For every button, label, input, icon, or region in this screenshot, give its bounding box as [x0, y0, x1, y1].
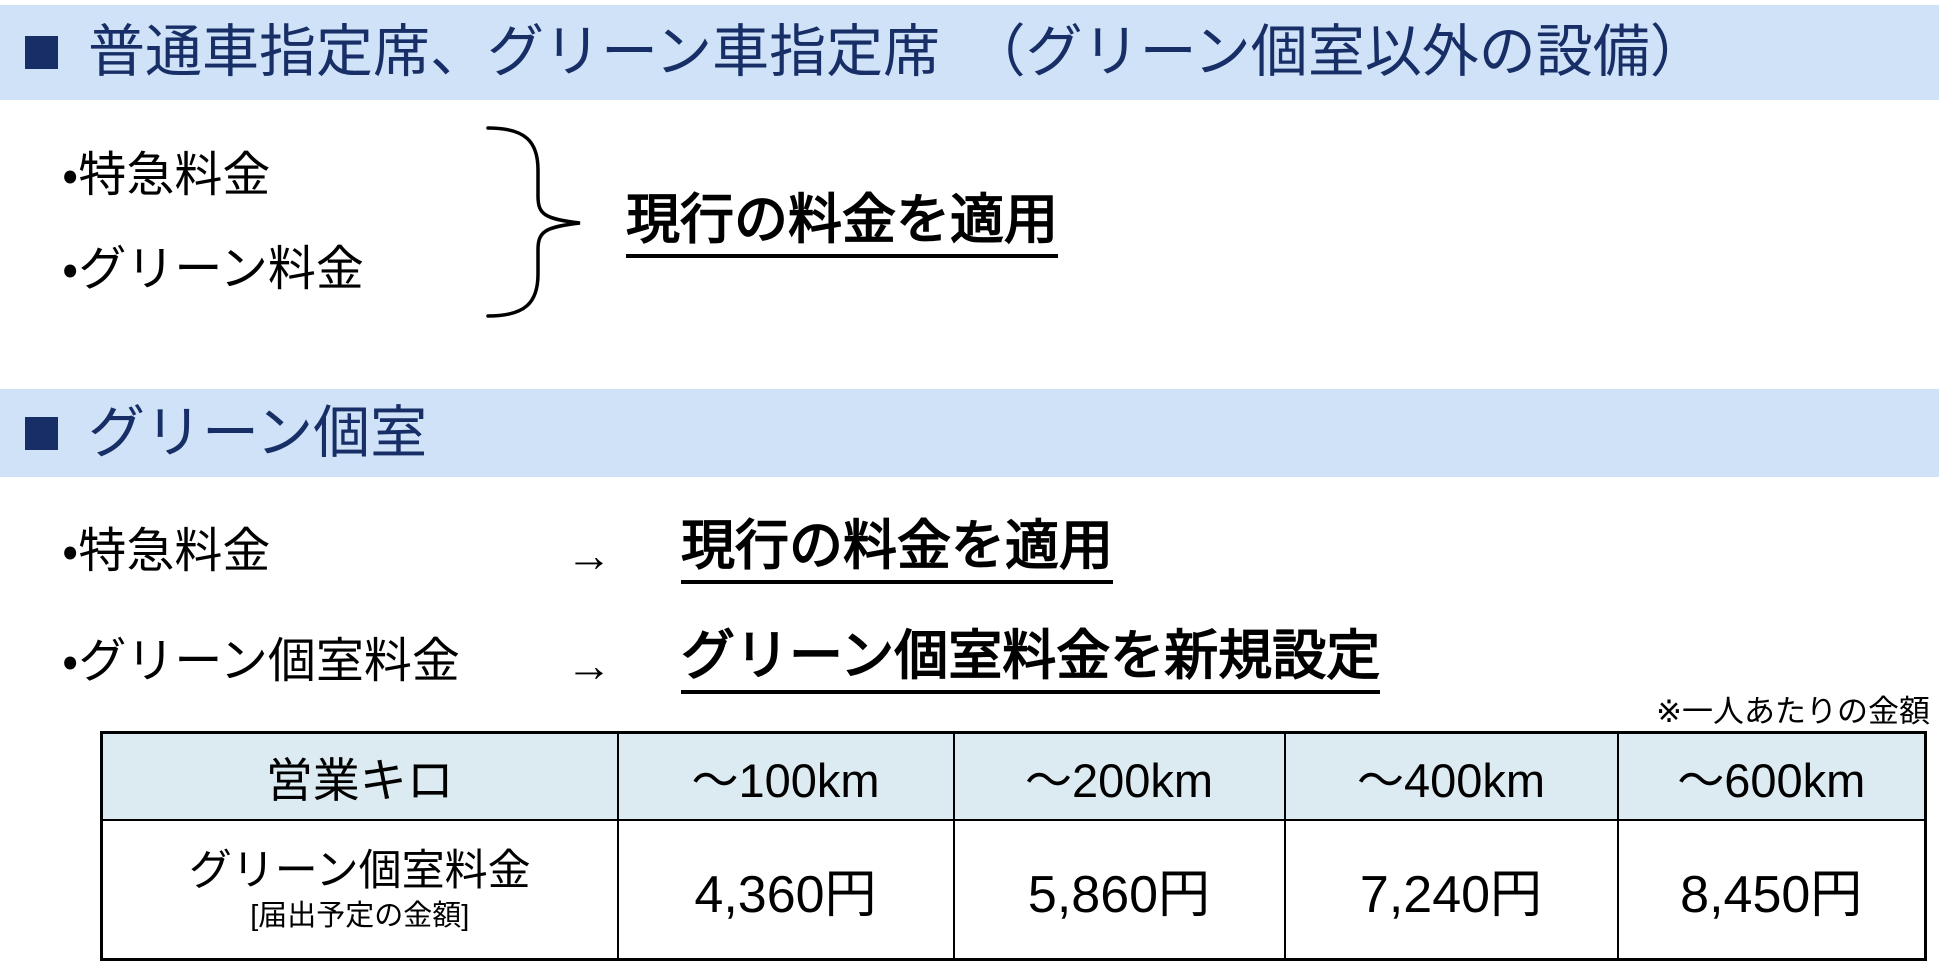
section1-bullet-express-fare: ・特急料金 [62, 149, 271, 202]
square-bullet-icon [25, 416, 58, 450]
green-room-fare-table: 営業キロ ～100km ～200km ～400km ～600km グリーン個室料… [100, 731, 1927, 961]
header-cell-200km: ～200km [952, 731, 1286, 821]
fare-table-header-row: 営業キロ ～100km ～200km ～400km ～600km [100, 731, 1927, 821]
right-curly-brace-shape [486, 126, 581, 318]
fare-cell-600km: 8,450円 [1616, 819, 1927, 961]
fare-table-data-row: グリーン個室料金 [届出予定の金額] 4,360円 5,860円 7,240円 … [100, 819, 1927, 961]
fare-cell-100km: 4,360円 [616, 819, 955, 961]
row-label-cell: グリーン個室料金 [届出予定の金額] [100, 819, 619, 961]
section1-bullet-green-fare: ・グリーン料金 [62, 243, 364, 296]
section2-value-new-fare: グリーン個室料金を新規設定 [681, 628, 1381, 694]
section1-conclusion: 現行の料金を適用 [626, 192, 1058, 258]
section2-bullet-express-fare: ・特急料金 [62, 525, 271, 578]
section2-bullet-green-room-fare: ・グリーン個室料金 [62, 635, 460, 688]
header-cell-100km: ～100km [616, 731, 955, 821]
section2-title: グリーン個室 [88, 400, 428, 465]
header-cell-600km: ～600km [1616, 731, 1927, 821]
section2-value-current-fare: 現行の料金を適用 [681, 518, 1113, 584]
arrow-right-icon: → [566, 639, 612, 691]
arrow-right-icon: → [566, 529, 612, 581]
square-bullet-icon [25, 36, 58, 69]
row-label: グリーン個室料金 [188, 847, 531, 896]
fare-cell-400km: 7,240円 [1283, 819, 1619, 961]
section2-header-bar: グリーン個室 [0, 389, 1939, 477]
header-cell-400km: ～400km [1283, 731, 1619, 821]
section1-title: 普通車指定席、グリーン車指定席 （グリーン個室以外の設備） [88, 20, 1707, 84]
section1-header-bar: 普通車指定席、グリーン車指定席 （グリーン個室以外の設備） [0, 5, 1939, 100]
header-cell-distance: 営業キロ [100, 731, 619, 821]
per-person-note: ※一人あたりの金額 [1656, 694, 1930, 729]
fare-cell-200km: 5,860円 [952, 819, 1286, 961]
row-sublabel: [届出予定の金額] [250, 899, 470, 932]
